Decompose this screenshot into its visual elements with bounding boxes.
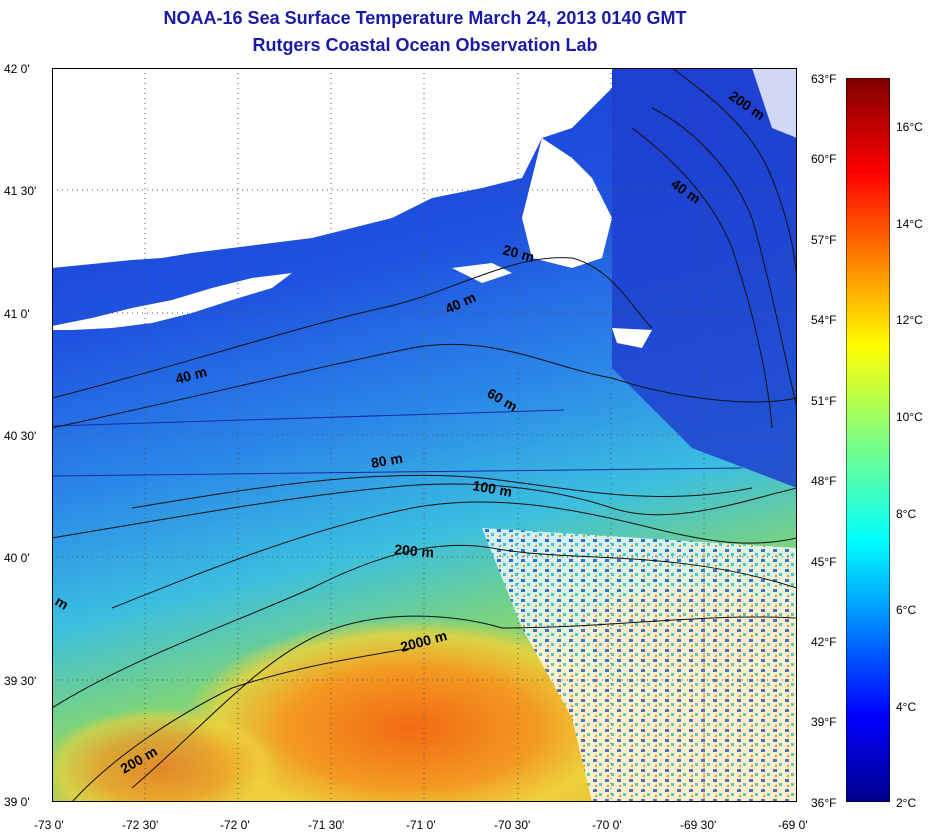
fahrenheit-label: 45°F [811,555,837,569]
warm-water-region [182,618,642,802]
temperature-colorbar [846,78,890,802]
land-new-england [52,68,612,268]
map-title: NOAA-16 Sea Surface Temperature March 24… [163,8,687,28]
fahrenheit-label: 36°F [811,796,837,810]
celsius-label: 12°C [896,313,923,327]
lon-label: -70 0' [592,818,622,832]
celsius-label: 16°C [896,120,923,134]
fahrenheit-label: 54°F [811,313,837,327]
contour-label: 40 m [174,363,209,387]
bathymetry-contours [52,68,797,802]
lon-label: -69 30' [680,818,717,832]
fahrenheit-label: 39°F [811,715,837,729]
lat-label: 40 30' [4,429,37,443]
celsius-label: 14°C [896,217,923,231]
celsius-label: 4°C [896,700,917,714]
lat-label: 40 0' [4,551,30,565]
celsius-label: 10°C [896,410,923,424]
lon-label: -71 0' [406,818,436,832]
fahrenheit-label: 51°F [811,394,837,408]
contour-label: 200 m [394,541,435,560]
lon-label: -71 30' [308,818,345,832]
sst-map: 200 m 40 m 20 m 40 m 40 m 60 m 80 m 100 … [52,68,797,802]
cloud-mask [482,528,797,802]
lat-label: 39 0' [4,795,30,809]
lon-label: -70 30' [494,818,531,832]
lat-label: 39 30' [4,674,37,688]
contour-label: 20 m [501,241,536,265]
lon-label: -69 0' [778,818,808,832]
lat-label: 41 0' [4,307,30,321]
lon-label: -73 0' [34,818,64,832]
contour-label: 100 m [471,477,513,500]
fahrenheit-label: 60°F [811,152,837,166]
lon-label: -72 0' [220,818,250,832]
land-long-island [52,273,292,330]
map-subtitle: Rutgers Coastal Ocean Observation Lab [252,35,598,55]
celsius-label: 8°C [896,507,917,521]
celsius-label: 6°C [896,603,917,617]
lat-label: 41 30' [4,184,37,198]
fahrenheit-label: 48°F [811,474,837,488]
celsius-label: 2°C [896,796,917,810]
contour-label: 80 m [370,450,404,471]
fahrenheit-label: 57°F [811,233,837,247]
graticule [52,68,797,802]
lon-label: -72 30' [122,818,159,832]
fahrenheit-label: 42°F [811,635,837,649]
land-islands [452,263,652,348]
land-cape-cod [522,138,612,268]
lat-label: 42 0' [4,62,30,76]
fahrenheit-label: 63°F [811,72,837,86]
